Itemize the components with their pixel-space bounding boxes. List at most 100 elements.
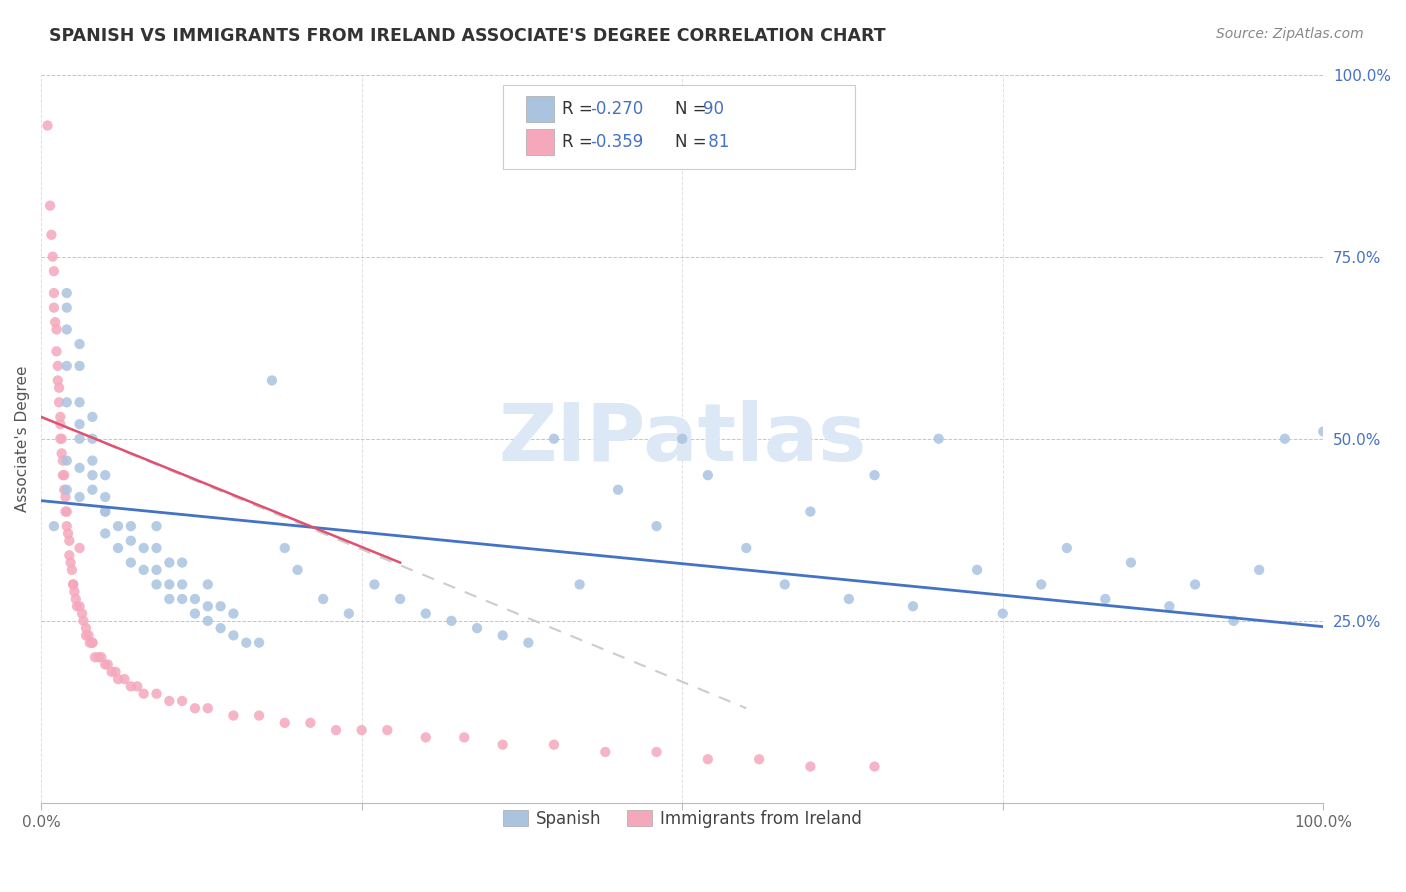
Point — [222, 708, 245, 723]
Point — [94, 657, 117, 672]
Point — [69, 359, 91, 373]
Point — [114, 672, 136, 686]
Text: 90: 90 — [703, 101, 724, 119]
Point — [247, 636, 270, 650]
Point — [107, 672, 129, 686]
Point — [82, 483, 104, 497]
FancyBboxPatch shape — [526, 129, 554, 154]
Point — [60, 563, 83, 577]
Point — [42, 301, 65, 315]
Point — [120, 533, 142, 548]
Point — [607, 483, 630, 497]
Point — [172, 694, 194, 708]
Point — [45, 344, 67, 359]
Point — [157, 694, 180, 708]
Point — [69, 461, 91, 475]
Point — [209, 599, 232, 614]
Point — [287, 563, 309, 577]
Point — [55, 505, 77, 519]
Point — [45, 322, 67, 336]
Point — [69, 490, 91, 504]
Point — [453, 731, 475, 745]
Point — [72, 614, 94, 628]
Point — [69, 417, 91, 432]
Point — [132, 687, 155, 701]
Point — [70, 607, 93, 621]
Point — [107, 541, 129, 555]
Point — [1249, 563, 1271, 577]
Point — [42, 264, 65, 278]
Point — [1312, 425, 1334, 439]
Point — [82, 409, 104, 424]
Point — [82, 636, 104, 650]
Point — [82, 453, 104, 467]
Point — [82, 468, 104, 483]
Point — [197, 599, 219, 614]
Point — [1274, 432, 1296, 446]
Point — [197, 614, 219, 628]
Point — [274, 715, 297, 730]
Point — [350, 723, 373, 738]
Point — [363, 577, 385, 591]
Point — [415, 607, 437, 621]
Point — [104, 665, 127, 679]
Point — [97, 657, 120, 672]
Point — [41, 250, 63, 264]
Point — [312, 592, 335, 607]
Point — [120, 556, 142, 570]
Point — [46, 359, 69, 373]
Point — [696, 468, 718, 483]
Point — [94, 468, 117, 483]
Point — [120, 519, 142, 533]
Point — [465, 621, 488, 635]
Y-axis label: Associate's Degree: Associate's Degree — [15, 366, 30, 512]
Point — [222, 607, 245, 621]
Text: R =: R = — [561, 101, 598, 119]
Point — [107, 519, 129, 533]
Point — [389, 592, 412, 607]
Point — [55, 395, 77, 409]
FancyBboxPatch shape — [526, 96, 554, 122]
Point — [46, 374, 69, 388]
Point — [593, 745, 616, 759]
Point — [79, 636, 101, 650]
Point — [69, 395, 91, 409]
Point — [184, 592, 207, 607]
Point — [1056, 541, 1078, 555]
Point — [59, 556, 82, 570]
Point — [41, 227, 63, 242]
Point — [94, 526, 117, 541]
Point — [53, 468, 76, 483]
Point — [42, 286, 65, 301]
Point — [69, 541, 91, 555]
Point — [58, 533, 80, 548]
Point — [1222, 614, 1244, 628]
Point — [748, 752, 770, 766]
Point — [863, 468, 886, 483]
Point — [75, 628, 97, 642]
Point — [53, 483, 76, 497]
Point — [55, 505, 77, 519]
Point — [440, 614, 463, 628]
Point — [799, 759, 821, 773]
Point — [543, 738, 565, 752]
Legend: Spanish, Immigrants from Ireland: Spanish, Immigrants from Ireland — [496, 804, 869, 835]
Point — [145, 687, 167, 701]
Point — [69, 337, 91, 351]
Point — [696, 752, 718, 766]
Point — [735, 541, 758, 555]
Point — [66, 599, 89, 614]
Point — [87, 650, 110, 665]
Point — [49, 409, 72, 424]
Point — [184, 607, 207, 621]
Point — [184, 701, 207, 715]
Text: SPANISH VS IMMIGRANTS FROM IRELAND ASSOCIATE'S DEGREE CORRELATION CHART: SPANISH VS IMMIGRANTS FROM IRELAND ASSOC… — [49, 27, 886, 45]
Point — [568, 577, 591, 591]
Point — [51, 432, 73, 446]
Point — [222, 628, 245, 642]
Point — [197, 577, 219, 591]
Point — [209, 621, 232, 635]
Point — [55, 359, 77, 373]
Text: -0.359: -0.359 — [591, 133, 643, 152]
Point — [55, 453, 77, 467]
